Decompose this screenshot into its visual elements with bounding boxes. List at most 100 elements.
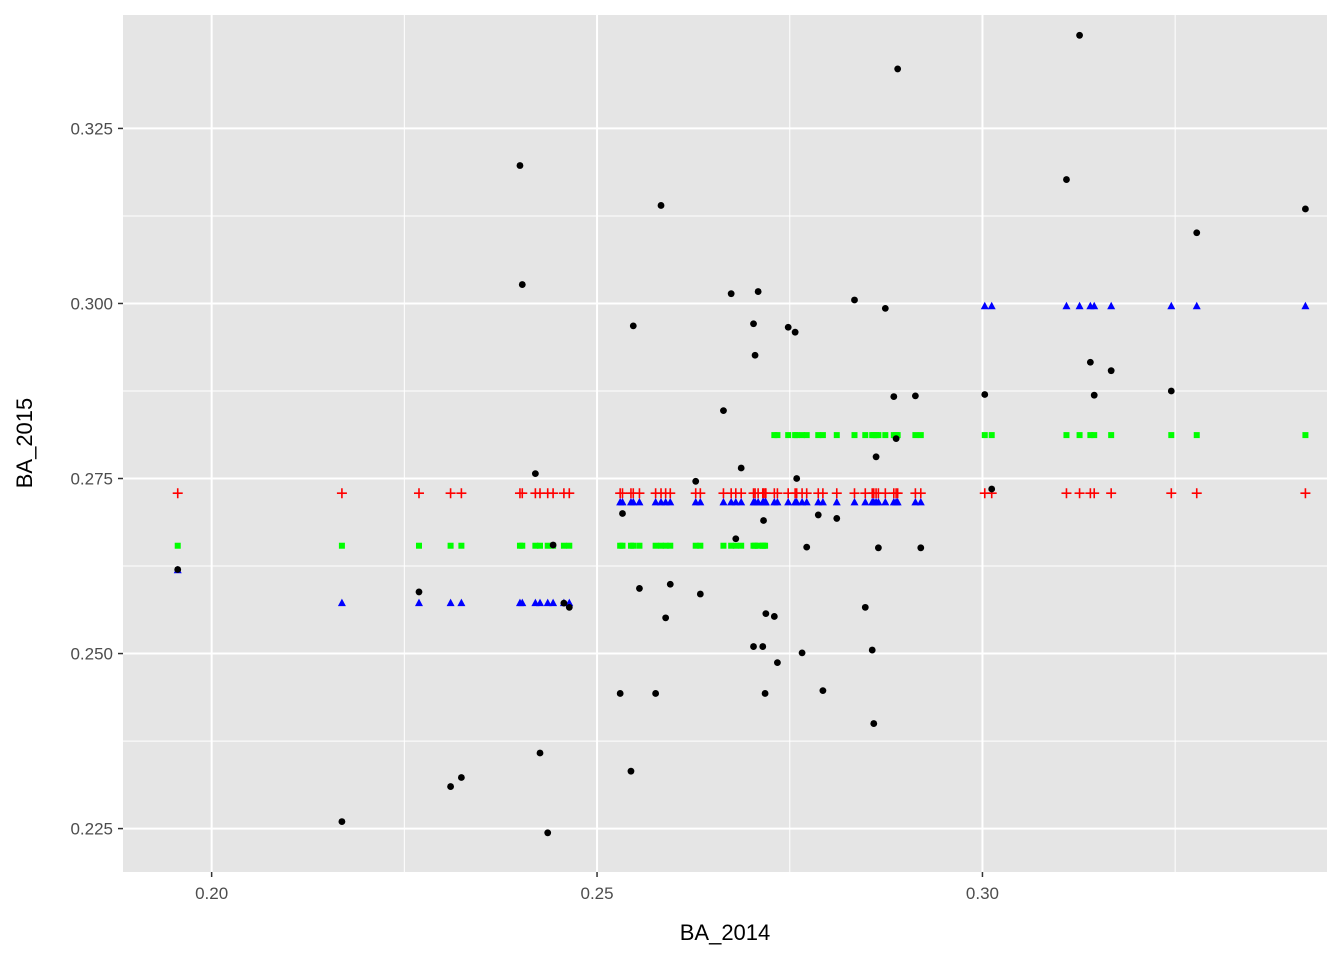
point-square bbox=[537, 542, 544, 549]
y-tick-label: 0.275 bbox=[70, 470, 113, 489]
point-square bbox=[803, 432, 810, 439]
point-cross bbox=[1166, 488, 1177, 499]
point-circle bbox=[770, 613, 778, 620]
point-circle bbox=[803, 543, 811, 551]
x-axis-title: BA_2014 bbox=[680, 920, 771, 945]
point-triangle bbox=[784, 497, 793, 506]
point-cross bbox=[548, 488, 559, 499]
point-circle bbox=[619, 510, 626, 517]
point-cross bbox=[760, 488, 771, 499]
point-cross bbox=[564, 488, 575, 499]
point-circle bbox=[833, 515, 841, 522]
point-triangle bbox=[337, 598, 346, 607]
point-square bbox=[755, 542, 762, 549]
point-square bbox=[988, 432, 995, 439]
point-triangle bbox=[916, 497, 925, 506]
point-cross bbox=[1106, 488, 1117, 499]
point-triangle bbox=[629, 497, 638, 506]
point-circle bbox=[720, 407, 727, 414]
point-square bbox=[1063, 432, 1070, 439]
point-circle bbox=[1076, 31, 1083, 39]
point-circle bbox=[791, 328, 799, 336]
point-circle bbox=[549, 541, 557, 549]
point-circle bbox=[727, 290, 735, 298]
point-triangle bbox=[731, 497, 740, 506]
point-circle bbox=[457, 774, 465, 781]
point-square bbox=[566, 542, 573, 549]
point-triangle bbox=[635, 497, 644, 506]
point-triangle bbox=[565, 598, 574, 607]
point-triangle bbox=[618, 497, 627, 506]
y-tick-label: 0.250 bbox=[70, 645, 113, 664]
point-triangle bbox=[1107, 301, 1116, 310]
point-circle bbox=[892, 435, 900, 442]
point-triangle bbox=[818, 497, 827, 506]
point-circle bbox=[870, 720, 878, 727]
point-cross bbox=[1061, 488, 1072, 499]
data-points bbox=[172, 31, 1311, 837]
point-square bbox=[833, 432, 840, 439]
point-cross bbox=[817, 488, 828, 499]
point-triangle bbox=[761, 497, 770, 506]
point-square bbox=[1168, 432, 1175, 439]
point-square bbox=[458, 542, 465, 549]
point-square bbox=[771, 432, 778, 439]
y-axis-title: BA_2015 bbox=[12, 398, 37, 489]
plot-panel bbox=[123, 15, 1327, 872]
point-square bbox=[1302, 432, 1309, 439]
point-triangle bbox=[1301, 301, 1310, 310]
point-circle bbox=[732, 535, 740, 543]
minor-gridlines bbox=[123, 15, 1327, 872]
point-triangle bbox=[696, 497, 705, 506]
point-square bbox=[658, 542, 665, 549]
point-square bbox=[720, 542, 727, 549]
point-circle bbox=[657, 202, 665, 209]
point-square bbox=[667, 542, 674, 549]
point-circle bbox=[868, 646, 876, 654]
x-tick-label: 0.20 bbox=[195, 884, 228, 903]
point-square bbox=[174, 542, 181, 549]
point-square bbox=[819, 432, 826, 439]
point-circle bbox=[911, 392, 919, 400]
point-square bbox=[752, 542, 759, 549]
point-triangle bbox=[549, 598, 558, 607]
point-triangle bbox=[850, 497, 859, 506]
point-triangle bbox=[881, 497, 890, 506]
point-square bbox=[447, 542, 454, 549]
point-circle bbox=[516, 162, 524, 169]
point-cross bbox=[517, 488, 528, 499]
point-circle bbox=[814, 511, 822, 519]
point-square bbox=[738, 542, 745, 549]
point-circle bbox=[762, 610, 770, 618]
point-cross bbox=[1300, 488, 1311, 499]
point-circle bbox=[751, 351, 759, 359]
point-cross bbox=[1089, 488, 1100, 499]
x-axis-ticks: 0.20 0.25 0.30 bbox=[195, 872, 999, 903]
point-circle bbox=[1107, 367, 1115, 375]
x-tick-label: 0.30 bbox=[966, 884, 999, 903]
point-circle bbox=[447, 783, 454, 790]
point-circle bbox=[890, 393, 898, 400]
point-square bbox=[815, 432, 822, 439]
point-cross bbox=[831, 488, 842, 499]
point-cross bbox=[736, 488, 747, 499]
point-triangle bbox=[792, 497, 801, 506]
point-circle bbox=[861, 603, 869, 611]
point-triangle bbox=[987, 301, 996, 310]
point-square bbox=[882, 432, 889, 439]
point-cross bbox=[892, 488, 903, 499]
point-square bbox=[774, 432, 781, 439]
point-cross bbox=[413, 488, 424, 499]
point-square bbox=[544, 542, 551, 549]
point-triangle bbox=[666, 497, 675, 506]
point-square bbox=[728, 542, 735, 549]
point-square bbox=[1108, 432, 1115, 439]
point-circle bbox=[565, 603, 573, 611]
point-square bbox=[1087, 432, 1094, 439]
point-square bbox=[785, 432, 792, 439]
point-square bbox=[697, 542, 704, 549]
major-gridlines bbox=[123, 15, 1327, 872]
point-cross bbox=[665, 488, 676, 499]
y-axis-ticks: 0.225 0.250 0.275 0.300 0.325 bbox=[70, 119, 123, 839]
point-circle bbox=[536, 749, 544, 757]
